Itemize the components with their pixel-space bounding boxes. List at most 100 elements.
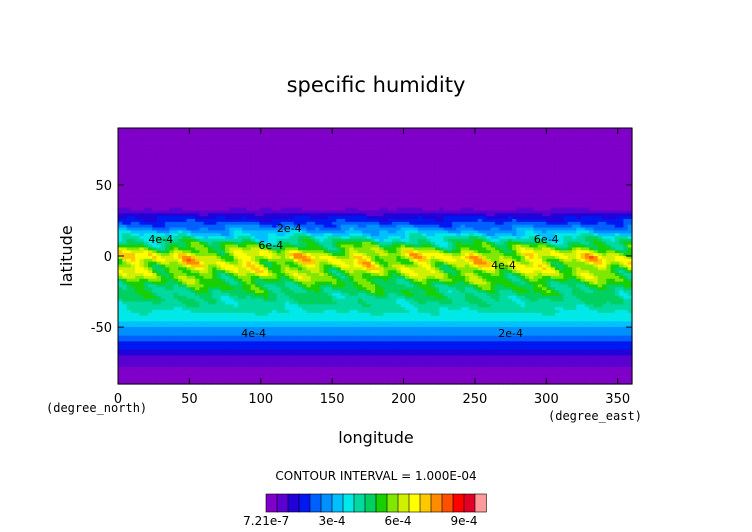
heatmap-cell [225, 190, 230, 195]
heatmap-cell [242, 133, 248, 138]
heatmap-cell [199, 221, 205, 226]
heatmap-cell [520, 142, 526, 146]
heatmap-cell [430, 159, 436, 163]
heatmap-cell [559, 179, 565, 183]
heatmap-cell [563, 219, 569, 223]
heatmap-cell [229, 150, 235, 155]
heatmap-cell [327, 142, 333, 146]
heatmap-cell [580, 133, 586, 138]
heatmap-cell [272, 230, 278, 234]
heatmap-cell [417, 233, 423, 237]
heatmap-cell [542, 162, 547, 166]
heatmap-cell [417, 201, 423, 206]
heatmap-cell [413, 199, 419, 203]
heatmap-cell [340, 221, 346, 226]
heatmap-cell [237, 156, 243, 160]
heatmap-cell [160, 210, 166, 214]
heatmap-cell [297, 159, 303, 163]
heatmap-cell [460, 207, 466, 212]
heatmap-cell [546, 136, 552, 140]
heatmap-cell [319, 199, 325, 203]
heatmap-cell [306, 227, 312, 231]
heatmap-cell [156, 201, 162, 206]
heatmap-cell [503, 184, 509, 189]
heatmap-cell [443, 159, 449, 163]
heatmap-cell [375, 136, 380, 140]
heatmap-cell [289, 150, 295, 155]
heatmap-cell [366, 190, 372, 195]
heatmap-cell [212, 162, 218, 166]
heatmap-cell [464, 142, 470, 146]
heatmap-cell [409, 179, 415, 183]
heatmap-cell [413, 230, 419, 234]
heatmap-cell [225, 147, 230, 152]
heatmap-cell [546, 227, 552, 231]
heatmap-cell [293, 128, 299, 132]
heatmap-cell [589, 210, 595, 214]
heatmap-cell [383, 167, 389, 172]
heatmap-cell [439, 156, 445, 160]
heatmap-cell [430, 227, 436, 231]
heatmap-cell [392, 162, 398, 166]
heatmap-cell [362, 219, 368, 223]
heatmap-cell [220, 201, 226, 206]
heatmap-cell [452, 133, 457, 138]
heatmap-cell [190, 210, 196, 214]
heatmap-cell [195, 210, 200, 214]
heatmap-cell [387, 139, 393, 143]
heatmap-cell [195, 133, 200, 138]
heatmap-cell [216, 164, 222, 169]
heatmap-cell [486, 187, 492, 192]
heatmap-cell [276, 142, 282, 146]
heatmap-cell [349, 224, 355, 229]
heatmap-cell [362, 173, 368, 177]
heatmap-cell [456, 179, 462, 183]
heatmap-cell [619, 199, 625, 203]
heatmap-cell [507, 196, 513, 200]
heatmap-cell [387, 233, 393, 237]
heatmap-cell [237, 184, 243, 189]
heatmap-cell [430, 139, 436, 143]
heatmap-cell [524, 193, 530, 197]
heatmap-cell [126, 201, 132, 206]
heatmap-cell [366, 170, 372, 175]
heatmap-cell [559, 238, 565, 243]
heatmap-cell [177, 128, 183, 132]
heatmap-cell [546, 193, 552, 197]
heatmap-cell [409, 133, 415, 138]
heatmap-cell [499, 128, 505, 132]
heatmap-cell [126, 142, 132, 146]
heatmap-cell [182, 207, 188, 212]
heatmap-cell [302, 199, 308, 203]
heatmap-cell [520, 219, 526, 223]
heatmap-cell [520, 207, 526, 212]
heatmap-cell [576, 133, 582, 138]
heatmap-cell [242, 238, 248, 243]
heatmap-cell [503, 204, 509, 209]
heatmap-cell [229, 224, 235, 229]
heatmap-cell [349, 233, 355, 237]
heatmap-cell [285, 176, 290, 180]
heatmap-cell [233, 236, 239, 240]
heatmap-cell [537, 170, 543, 175]
heatmap-cell [627, 142, 633, 146]
heatmap-cell [396, 221, 402, 226]
heatmap-cell [255, 142, 260, 146]
heatmap-cell [220, 182, 226, 186]
heatmap-cell [563, 170, 569, 175]
heatmap-cell [135, 159, 141, 163]
heatmap-cell [494, 156, 500, 160]
heatmap-cell [473, 147, 479, 152]
heatmap-cell [246, 179, 252, 183]
heatmap-cell [310, 236, 316, 240]
heatmap-cell [362, 213, 368, 217]
heatmap-cell [559, 164, 565, 169]
heatmap-cell [212, 227, 218, 231]
heatmap-cell [554, 210, 560, 214]
heatmap-cell [426, 219, 432, 223]
heatmap-cell [379, 244, 385, 249]
heatmap-cell [310, 182, 316, 186]
heatmap-cell [190, 187, 196, 192]
heatmap-cell [323, 233, 329, 237]
heatmap-cell [169, 145, 175, 149]
